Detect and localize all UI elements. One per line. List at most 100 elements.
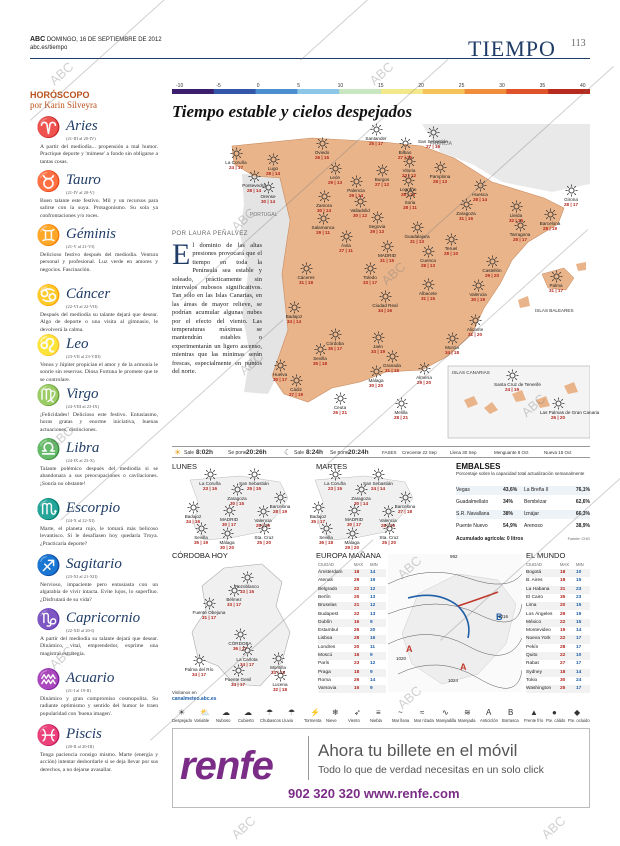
sun-icon — [402, 174, 415, 187]
sun-moon-bar: ☀ Sale 8:02h Se pone 20:26h ☾ Sale 8:24h… — [172, 446, 590, 458]
city-name: Oviedo — [314, 150, 330, 155]
city-label: Badajoz 34 | 16 — [175, 514, 211, 524]
city-temperature: 31 | 16 — [458, 216, 474, 221]
cordoba-map — [191, 563, 291, 687]
phase-llena: Llena 30 Sep — [450, 450, 477, 455]
france-landmass — [422, 124, 590, 192]
city-name: Lucena — [272, 682, 288, 687]
city-name: El Cairo — [526, 594, 544, 600]
city-name: Badajoz — [309, 514, 327, 519]
city-name: Teruel — [444, 246, 458, 251]
min-temperature: 9 — [370, 619, 373, 625]
city-label: Pamplona 28 | 13 — [422, 174, 458, 184]
sunrise-time: 8:02h — [196, 449, 213, 456]
sun-icon — [348, 504, 361, 517]
sign-text: Buen talante este festivo. Mil y un recu… — [40, 198, 158, 219]
city-name: Valencia — [379, 518, 397, 523]
city-label: Segovia 29 | 13 — [359, 224, 395, 234]
city-name: La Carlota — [236, 657, 258, 662]
city-label: Zaragoza 31 | 16 — [448, 211, 484, 221]
city-temperature: 23 | 12 — [401, 173, 417, 178]
city-temperature: 34 | 17 — [191, 672, 207, 677]
reservoir-level: 76,1% — [575, 487, 590, 493]
city-name: Zaragoza — [227, 496, 247, 501]
sign-dates: (22-XII al 20-I) — [66, 628, 95, 633]
city-name: Quito — [526, 653, 538, 658]
embalse-row: Puente Nuevo 54,9% Arenoso 38,9% — [456, 522, 590, 531]
sign-text: Talante polémico después del mediodía si… — [40, 466, 158, 487]
sun-icon — [274, 669, 287, 682]
sunset-label: Se pone — [228, 450, 247, 456]
city-name: Zaragoza — [351, 496, 371, 501]
table-row: Berlín 20 13 — [318, 594, 386, 602]
sun-icon — [381, 240, 394, 253]
city-label: Sevilla 35 | 19 — [183, 535, 219, 545]
renfe-logo[interactable]: renfe — [180, 744, 274, 788]
city-label: Almería 29 | 20 — [406, 375, 442, 385]
city-name: Rabat — [526, 661, 539, 667]
paper-name: ABC — [30, 36, 46, 43]
zodiac-leo-icon: ♌ — [36, 335, 61, 357]
city-temperature: 29 | 13 — [369, 229, 385, 234]
sign-dates: (23-VII al 23-VIII) — [66, 354, 101, 359]
header-rule — [30, 58, 590, 59]
label-canarias: ISLAS CANARIAS — [452, 370, 490, 375]
sun-icon — [228, 584, 241, 597]
city-name: Berlín — [318, 594, 331, 600]
city-temperature: 33 | 19 — [370, 349, 386, 354]
max-temperature: 16 — [354, 653, 360, 658]
watermark-logo: ABC — [538, 812, 569, 843]
city-label: Vitoria 23 | 12 — [391, 168, 427, 178]
city-label: Fuente Obejuna 31 | 17 — [191, 610, 227, 620]
city-name: Las Palmas de Gran Canaria — [540, 410, 600, 415]
table-row: Lima 20 15 — [526, 602, 590, 611]
city-label: Bélmez 33 | 17 — [216, 597, 252, 607]
city-label: Sevilla 36 | 18 — [308, 535, 344, 545]
city-name: León — [329, 175, 341, 180]
city-label: Málaga 30 | 20 — [209, 540, 245, 550]
sun-icon — [474, 179, 487, 192]
renfe-advertisement[interactable] — [172, 728, 590, 808]
city-temperature: 36 | 18 — [318, 540, 334, 545]
sun-icon — [506, 369, 519, 382]
max-temperature: 16 — [354, 619, 360, 625]
city-label: Palma 31 | 17 — [538, 283, 574, 293]
sun-icon — [320, 522, 333, 535]
min-temperature: 12 — [370, 661, 376, 667]
cordoba-source-url[interactable]: canalmeteo.abc.es — [172, 696, 217, 702]
table-row: Moscú 16 9 — [318, 652, 386, 661]
sign-name: Capricornio — [66, 610, 141, 626]
city-label: La Coruña 24 | 17 — [218, 160, 254, 170]
isobar-label: 1024 — [448, 678, 459, 683]
sun-icon — [404, 187, 417, 200]
table-row: B. Aires 18 15 — [526, 577, 590, 585]
city-temperature: 29 | 20 — [344, 545, 360, 550]
city-label: Guadalajara 31 | 13 — [399, 234, 435, 244]
city-name: Pozoblanco — [234, 584, 259, 589]
scale-label: 30 — [499, 83, 505, 89]
city-temperature: 29 | 13 — [327, 180, 343, 185]
table-row: Ámsterdam 18 14 — [318, 569, 386, 578]
max-temperature: 28 — [560, 644, 566, 650]
reservoir-level: 38% — [503, 511, 514, 517]
sign-text: Delicioso festivo después del mediodía. … — [40, 252, 158, 273]
city-label: Ciudad Real 34 | 16 — [367, 303, 403, 313]
city-name: Ceuta — [333, 405, 347, 410]
legend-label: Marejada — [458, 718, 476, 723]
reservoir-name: S.R. Navallana — [456, 511, 490, 517]
menorca-island — [576, 262, 586, 271]
city-name: Cuenca — [420, 258, 436, 263]
table-row: Varsovia 16 9 — [318, 685, 386, 694]
city-name: Melilla — [394, 410, 408, 415]
sign-name: Acuario — [66, 670, 115, 686]
sun-icon: ☀ — [174, 448, 182, 457]
ad-contact[interactable]: 902 320 320 www.renfe.com — [288, 786, 460, 801]
moon-icon: ☾ — [284, 448, 292, 457]
min-temperature: 19 — [576, 611, 582, 617]
scale-label: -10 — [176, 83, 184, 89]
city-name: Málaga — [219, 540, 235, 545]
table-row: Los Ángeles 26 19 — [526, 611, 590, 619]
city-name: Málaga — [368, 378, 384, 383]
legend-label: Niebla — [370, 718, 382, 723]
scale-band — [506, 89, 549, 94]
